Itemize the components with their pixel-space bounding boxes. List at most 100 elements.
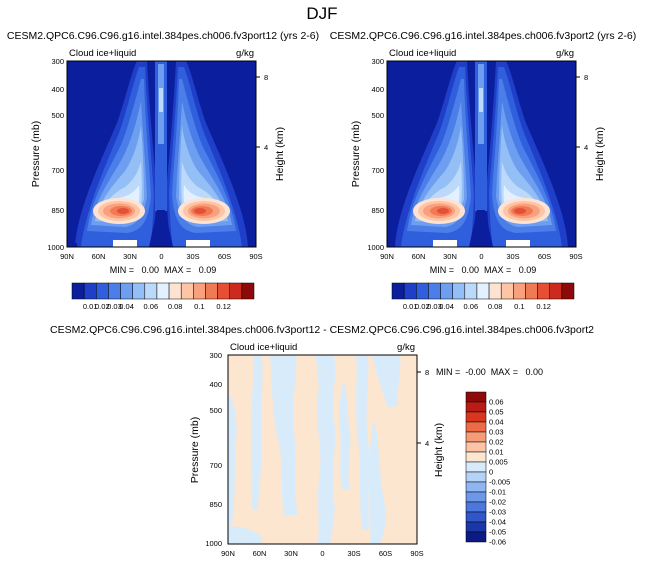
x-tick-label: 60N: [253, 549, 267, 558]
colorbar-swatch: [180, 282, 194, 300]
x-tick-label: 90N: [60, 252, 74, 261]
y-tick-label: 700: [371, 166, 384, 175]
colorbar-label: 0: [489, 468, 493, 477]
x-tick-label: 30S: [186, 252, 199, 261]
colorbar-swatch: [205, 282, 218, 300]
panel-difference-y2label: Height (km): [433, 423, 445, 477]
colorbar-swatch: [465, 411, 487, 423]
colorbar-label: 0.01: [489, 448, 504, 457]
x-tick-label: 30N: [443, 252, 457, 261]
colorbar-label: -0.03: [489, 508, 506, 517]
colorbar-label: 0.01: [83, 302, 98, 311]
y2-tick-label: 4: [264, 143, 268, 152]
colorbar-swatch: [465, 471, 487, 483]
colorbar-swatch: [465, 391, 487, 403]
panel-right: CESM2.QPC6.C96.C96.g16.intel.384pes.ch00…: [330, 30, 636, 311]
panel-right-axes: 90N 60N 30N 0 30S 60S 90S 300 400 500 70…: [367, 57, 588, 261]
colorbar-label: 0.03: [489, 428, 504, 437]
colorbar-swatch: [452, 282, 466, 300]
colorbar-swatch: [465, 461, 487, 473]
colorbar-swatch: [96, 282, 109, 300]
panel-right-title: CESM2.QPC6.C96.C96.g16.intel.384pes.ch00…: [330, 30, 636, 42]
x-tick-label: 90N: [221, 549, 235, 558]
colorbar-label: 0.05: [489, 408, 504, 417]
colorbar-swatch: [465, 501, 487, 513]
x-tick-label: 60S: [379, 549, 392, 558]
x-tick-label: 0: [320, 549, 324, 558]
x-tick-label: 30N: [123, 252, 137, 261]
panel-difference: CESM2.QPC6.C96.C96.g16.intel.384pes.ch00…: [50, 324, 594, 558]
panel-left-variable-label: Cloud ice+liquid: [69, 48, 136, 59]
colorbar-swatch: [476, 282, 490, 300]
y-tick-label: 1000: [47, 243, 64, 252]
panel-left-stats: MIN = 0.00 MAX = 0.09: [110, 265, 217, 275]
colorbar-label: 0.04: [489, 418, 504, 427]
colorbar-swatch: [465, 511, 487, 523]
colorbar-label: -0.005: [489, 478, 510, 487]
y-tick-label: 500: [209, 406, 222, 415]
colorbar-label: 0.12: [216, 302, 231, 311]
colorbar-swatch: [144, 282, 158, 300]
x-tick-label: 60S: [218, 252, 231, 261]
colorbar-label: 0.1: [194, 302, 204, 311]
colorbar-swatch: [391, 282, 405, 300]
panel-left-contours: [67, 61, 248, 247]
colorbar-swatch: [403, 282, 417, 300]
x-tick-label: 90S: [569, 252, 582, 261]
panel-right-contours: [395, 61, 568, 247]
colorbar-label: 0.06: [489, 398, 504, 407]
colorbar-swatch: [168, 282, 182, 300]
colorbar-label: -0.04: [489, 518, 506, 527]
y-tick-label: 850: [371, 206, 384, 215]
colorbar-label: 0.03: [427, 302, 442, 311]
colorbar-swatch: [83, 282, 97, 300]
panel-right-stats: MIN = 0.00 MAX = 0.09: [430, 265, 537, 275]
panel-left-units-label: g/kg: [236, 48, 254, 59]
colorbar-swatch: [464, 282, 478, 300]
y-tick-label: 400: [51, 85, 64, 94]
y-tick-label: 300: [51, 57, 64, 66]
colorbar-label: 0.04: [119, 302, 134, 311]
colorbar-swatch: [465, 491, 487, 503]
colorbar-swatch: [500, 282, 514, 300]
y-tick-label: 850: [209, 500, 222, 509]
colorbar-swatch: [525, 282, 538, 300]
y-tick-label: 850: [51, 206, 64, 215]
panel-difference-axes: 90N 60N 30N 0 30S 60S 90S 300 400 500 70…: [205, 351, 429, 558]
colorbar-swatch: [71, 282, 85, 300]
panel-right-frame: [386, 60, 577, 248]
panel-right-y2label: Height (km): [594, 127, 606, 181]
x-tick-label: 30S: [347, 549, 360, 558]
colorbar-label: 0.06: [464, 302, 479, 311]
panel-left-colorbar: 0.010.020.030.04 0.06 0.08 0.1 0.12: [71, 282, 255, 311]
colorbar-swatch: [416, 282, 429, 300]
colorbar-swatch: [537, 282, 550, 300]
colorbar-label: 0.005: [489, 458, 508, 467]
x-tick-label: 90S: [410, 549, 423, 558]
x-tick-label: 0: [479, 252, 483, 261]
x-tick-label: 30S: [506, 252, 519, 261]
panel-left: CESM2.QPC6.C96.C96.g16.intel.384pes.ch00…: [7, 30, 319, 311]
colorbar-swatch: [241, 282, 255, 300]
colorbar-label: 0.06: [144, 302, 159, 311]
panel-right-colorbar: 0.010.020.030.04 0.06 0.08 0.1 0.12: [391, 282, 575, 311]
panel-left-axes: 90N 60N 30N 0 30S 60S 90S 300 400 500 70…: [47, 57, 268, 261]
y-tick-label: 300: [371, 57, 384, 66]
y-tick-label: 700: [209, 461, 222, 470]
colorbar-swatch: [193, 282, 206, 300]
panel-right-ylabel: Pressure (mb): [350, 121, 362, 188]
colorbar-label: -0.05: [489, 528, 506, 537]
colorbar-swatch: [217, 282, 230, 300]
panel-left-title: CESM2.QPC6.C96.C96.g16.intel.384pes.ch00…: [7, 30, 319, 42]
colorbar-swatch: [513, 282, 526, 300]
y-tick-label: 700: [51, 166, 64, 175]
colorbar-swatch: [465, 481, 487, 493]
colorbar-swatch: [465, 431, 487, 443]
colorbar-label: 0.02: [489, 438, 504, 447]
colorbar-label: 0.08: [168, 302, 183, 311]
panel-difference-units-label: g/kg: [397, 342, 415, 353]
y-tick-label: 500: [51, 111, 64, 120]
x-tick-label: 60N: [92, 252, 106, 261]
